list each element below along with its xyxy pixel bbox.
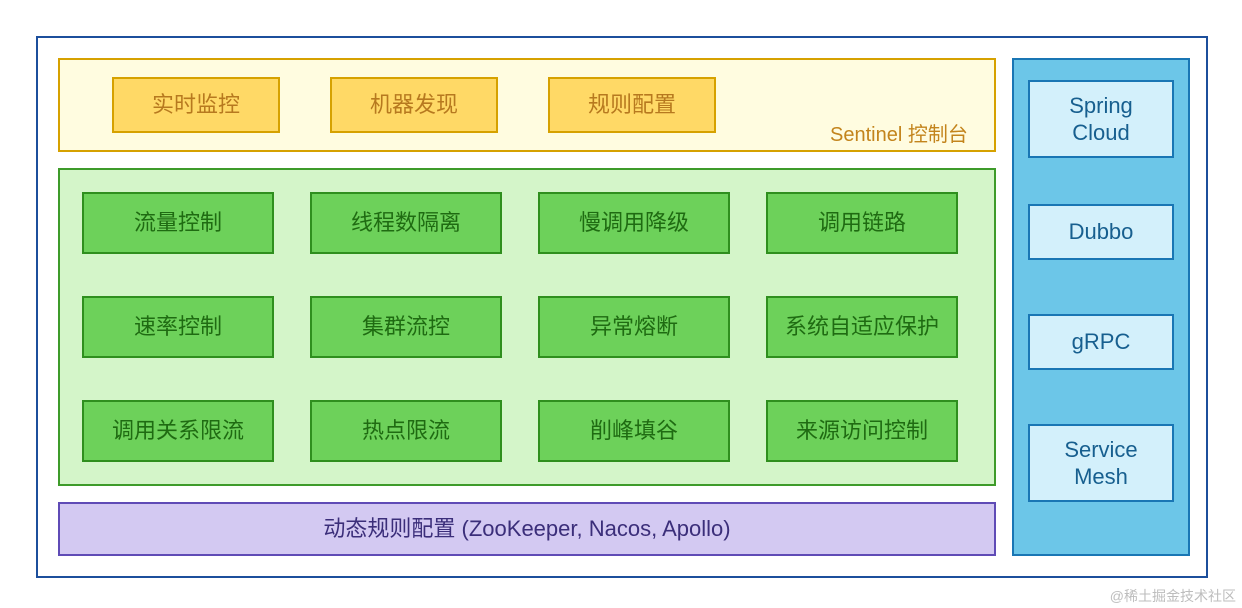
core-feature-cell: 调用关系限流 (82, 400, 274, 462)
core-feature-cell: 来源访问控制 (766, 400, 958, 462)
sidebar-integration-cell: gRPC (1028, 314, 1174, 370)
core-feature-cell: 线程数隔离 (310, 192, 502, 254)
core-feature-cell: 系统自适应保护 (766, 296, 958, 358)
core-feature-cell: 速率控制 (82, 296, 274, 358)
watermark-text: @稀土掘金技术社区 (1110, 586, 1236, 606)
core-feature-cell: 调用链路 (766, 192, 958, 254)
core-feature-cell: 集群流控 (310, 296, 502, 358)
core-feature-cell: 热点限流 (310, 400, 502, 462)
sidebar-integration-cell: Dubbo (1028, 204, 1174, 260)
core-feature-cell: 异常熔断 (538, 296, 730, 358)
sidebar-integration-cell: Spring Cloud (1028, 80, 1174, 158)
sidebar-integration-cell: Service Mesh (1028, 424, 1174, 502)
console-panel-label: Sentinel 控制台 (830, 118, 968, 147)
console-cell: 实时监控 (112, 77, 280, 133)
console-cell: 规则配置 (548, 77, 716, 133)
core-feature-cell: 流量控制 (82, 192, 274, 254)
core-feature-cell: 削峰填谷 (538, 400, 730, 462)
core-feature-cell: 慢调用降级 (538, 192, 730, 254)
dynamic-config-bar: 动态规则配置 (ZooKeeper, Nacos, Apollo) (58, 502, 996, 556)
console-cell: 机器发现 (330, 77, 498, 133)
